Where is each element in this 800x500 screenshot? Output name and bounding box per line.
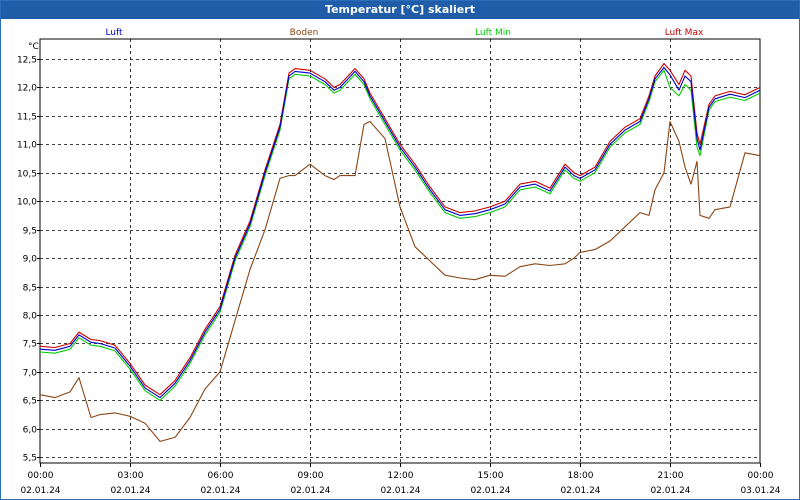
y-tick-label: 9,5 [23,227,37,237]
y-tick-label: 10,0 [17,198,37,208]
y-axis-unit: °C [28,42,39,52]
y-tick-label: 6,0 [23,426,38,436]
x-tick-time-label: 00:00 [748,471,774,481]
x-tick-time-label: 03:00 [118,471,144,481]
y-tick-label: 8,0 [23,312,38,322]
x-tick-time-label: 09:00 [298,471,324,481]
x-tick-time-label: 21:00 [658,471,684,481]
x-tick-date-label: 02.01.24 [200,486,240,496]
x-tick-date-label: 02.01.24 [560,486,600,496]
y-tick-label: 11,5 [17,113,37,123]
x-tick-date-label: 02.01.24 [650,486,690,496]
y-tick-label: 7,5 [23,340,37,350]
x-tick-date-label: 02.01.24 [380,486,420,496]
plot-area [39,38,761,464]
chart-title: Temperatur [°C] skaliert [1,1,799,19]
series-line-luft [39,66,761,399]
y-tick-label: 10,5 [17,170,37,180]
x-tick-date-label: 03.01.24 [740,486,780,496]
series-line-luft-max [39,62,761,396]
y-tick-label: 8,5 [23,284,37,294]
legend-luft: Luft [105,28,123,38]
y-tick-label: 9,0 [23,255,38,265]
x-tick-time-label: 12:00 [388,471,414,481]
x-tick-time-label: 18:00 [568,471,594,481]
x-tick-date-label: 02.01.24 [110,486,150,496]
series-line-boden [39,120,761,442]
x-tick-time-label: 00:00 [28,471,54,481]
legend-luft-min: Luft Min [475,28,511,38]
x-tick-date-label: 02.01.24 [470,486,510,496]
legend-luft-max: Luft Max [665,28,704,38]
legend-boden: Boden [290,28,319,38]
x-tick-time-label: 15:00 [478,471,504,481]
y-tick-label: 6,5 [23,397,37,407]
x-tick-date-label: 02.01.24 [290,486,330,496]
y-tick-label: 5,5 [23,454,37,464]
x-tick-time-label: 06:00 [208,471,234,481]
y-tick-label: 11,0 [17,141,37,151]
y-tick-label: 12,5 [17,56,37,66]
x-tick-date-label: 02.01.24 [20,486,60,496]
series-line-luft-min [39,69,761,401]
y-tick-label: 7,0 [23,369,38,379]
y-tick-label: 12,0 [17,84,37,94]
